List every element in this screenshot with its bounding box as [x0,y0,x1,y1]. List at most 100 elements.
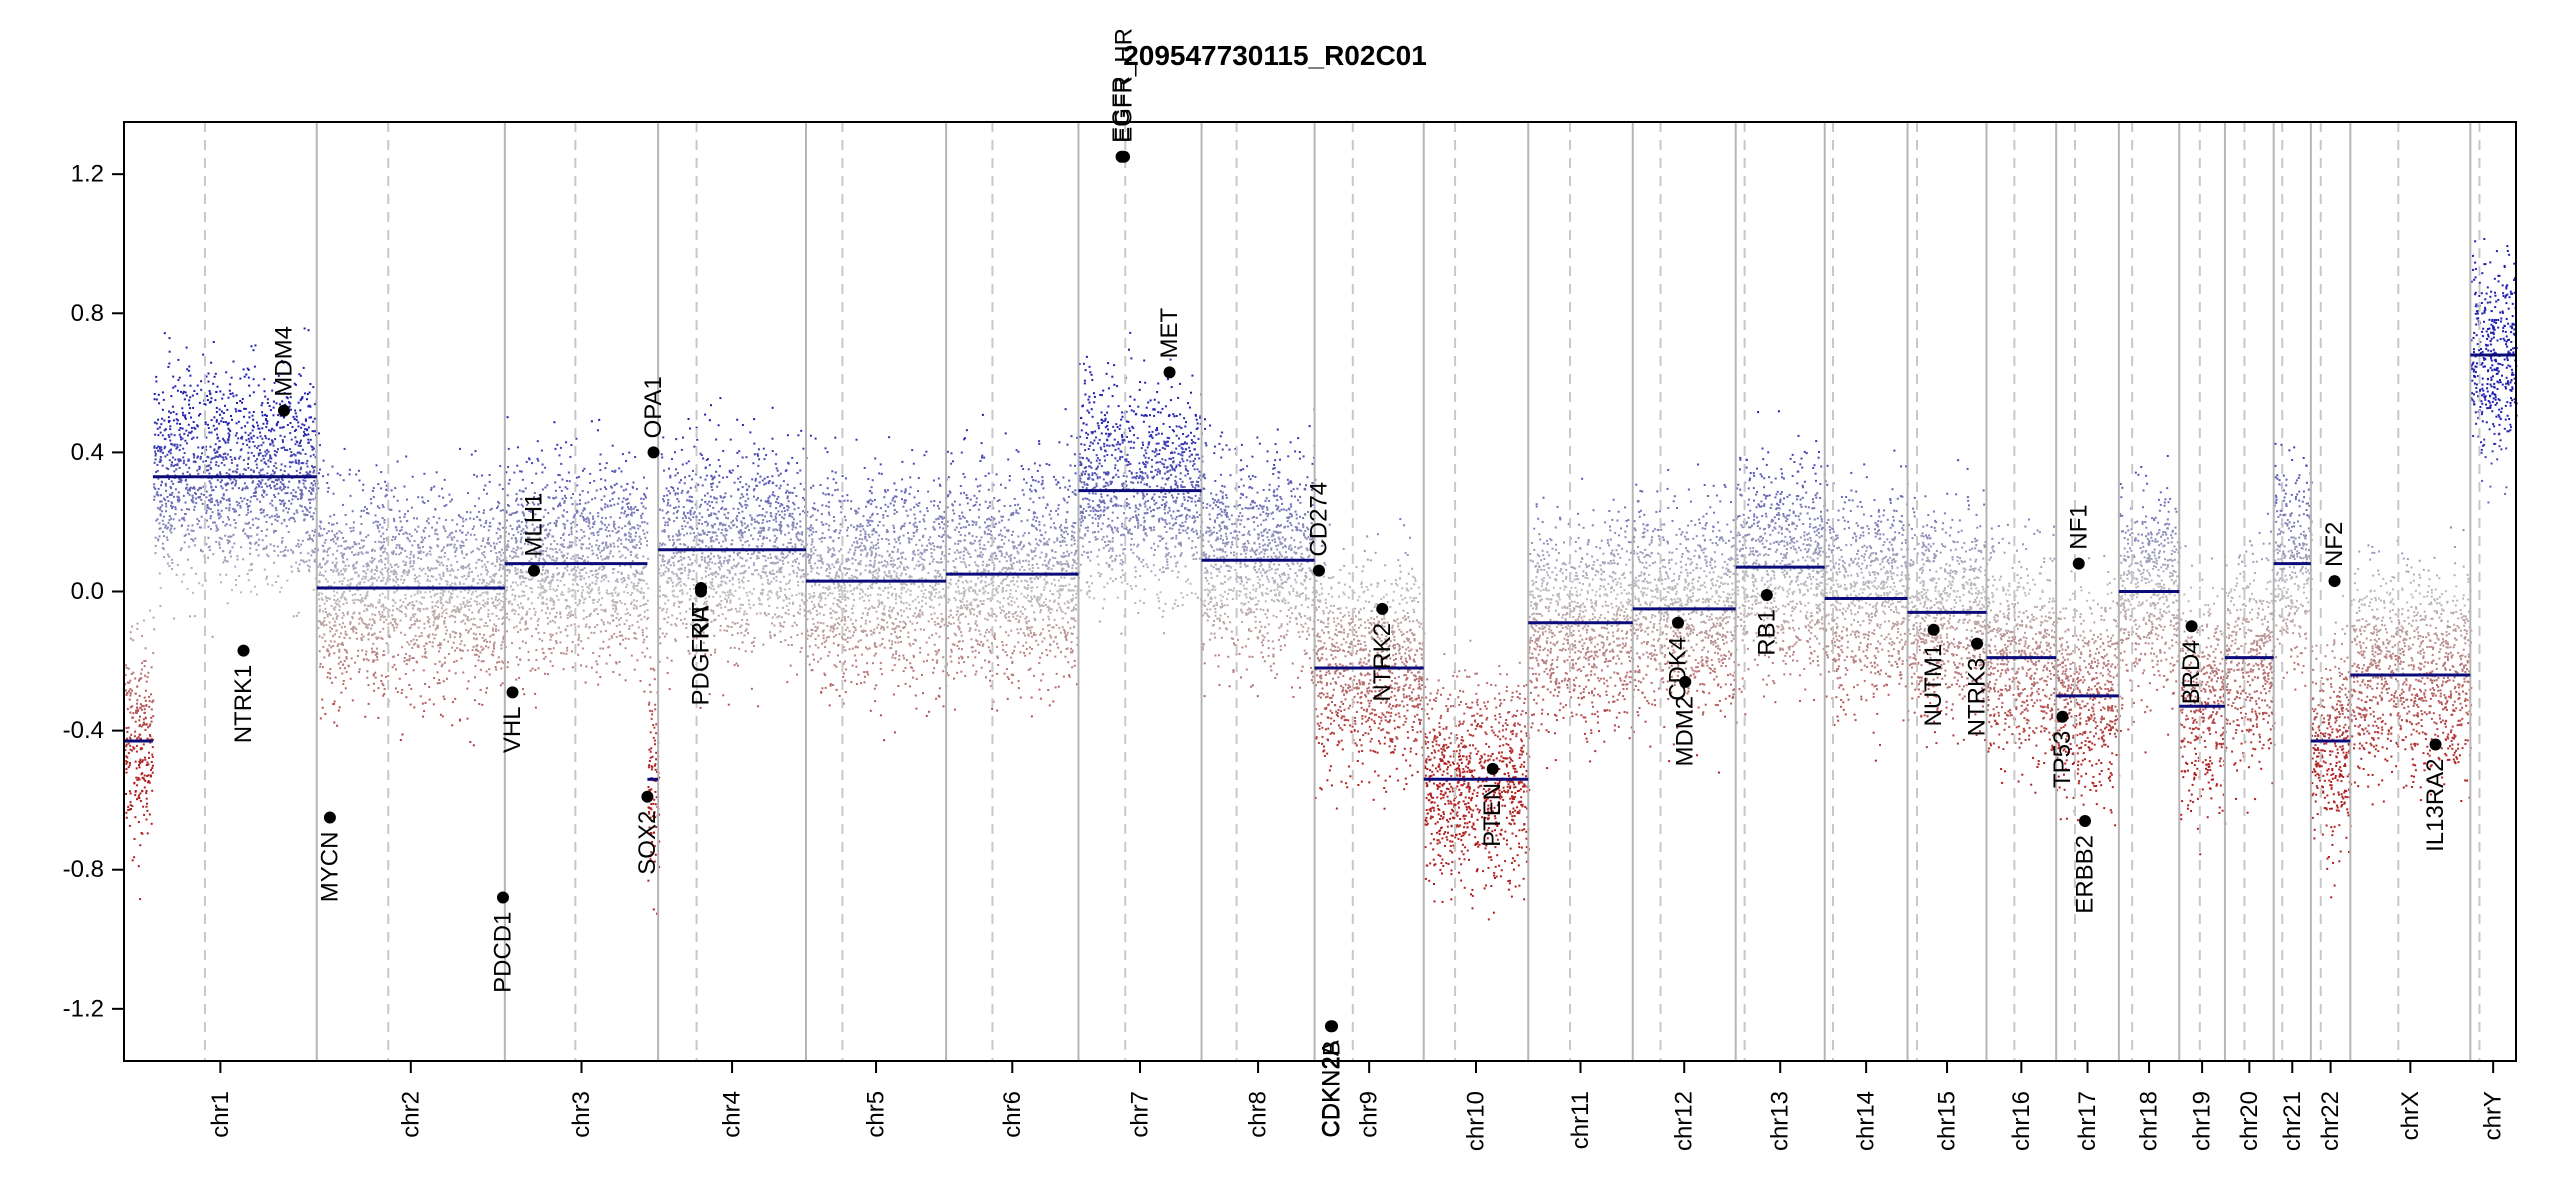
probe-point [483,509,485,512]
probe-point [142,619,145,622]
probe-point [329,677,332,680]
probe-point [396,460,399,463]
probe-point [173,434,176,437]
probe-point [239,400,242,402]
probe-point [366,594,369,597]
probe-point [591,553,594,556]
probe-point [232,395,235,398]
probe-point [339,596,342,599]
probe-point [298,480,301,483]
probe-point [308,565,311,568]
probe-point [412,554,415,557]
probe-point [235,510,238,513]
probe-point [209,445,212,448]
probe-point [354,571,357,574]
probe-point [614,586,617,589]
probe-point [498,660,501,663]
probe-point [295,509,298,512]
probe-point [380,471,383,474]
probe-point [252,391,255,394]
probe-point [557,626,560,629]
probe-point [525,570,528,573]
probe-point [150,708,153,711]
probe-point [181,427,184,430]
probe-point [306,459,309,462]
probe-point [301,396,304,399]
probe-point [205,543,208,546]
probe-point [140,708,143,711]
probe-point [231,392,234,395]
probe-point [516,464,519,467]
probe-point [347,546,350,549]
probe-point [378,540,381,543]
probe-point [199,413,202,415]
probe-point [625,608,628,611]
probe-point [151,755,154,758]
probe-point [536,440,539,443]
probe-point [151,701,154,704]
probe-point [655,758,658,761]
probe-point [304,418,307,421]
probe-point [234,434,237,437]
probe-point [248,411,251,414]
probe-point [616,502,619,505]
probe-point [229,550,232,552]
probe-point [611,592,614,595]
probe-point [256,527,259,530]
probe-point [642,595,645,598]
probe-point [138,797,141,800]
probe-point [502,526,504,529]
probe-point [177,500,180,503]
probe-point [402,571,405,573]
probe-point [644,507,647,510]
probe-point [613,632,616,635]
probe-point [310,491,312,494]
probe-point [378,530,381,533]
probe-point [554,481,557,484]
probe-point [796,538,799,541]
probe-point [323,528,326,530]
probe-point [757,597,760,600]
probe-point [182,456,185,459]
probe-point [566,565,569,568]
probe-point [266,449,269,452]
probe-point [541,550,544,553]
probe-point [530,543,533,546]
probe-point [383,654,386,656]
probe-point [377,576,380,579]
probe-point [518,526,521,528]
probe-point [269,455,272,458]
probe-point [300,426,303,429]
probe-point [761,521,764,524]
probe-point [354,553,357,556]
probe-point [282,440,284,443]
probe-point [322,558,325,560]
probe-point [480,573,483,576]
probe-point [472,645,475,648]
probe-point [495,615,498,617]
probe-point [293,418,296,420]
probe-point [573,568,576,571]
probe-point [149,775,152,778]
probe-point [615,601,618,604]
probe-point [269,484,271,487]
probe-point [580,664,583,667]
probe-point [588,615,591,618]
probe-point [413,517,416,520]
probe-point [397,608,400,611]
probe-point [453,609,456,612]
probe-point [382,551,385,554]
probe-point [570,624,573,627]
probe-point [325,561,328,564]
probe-point [256,421,258,424]
probe-point [438,678,441,681]
probe-point [762,519,765,521]
probe-point [530,557,533,560]
probe-point [323,656,326,659]
probe-point [633,511,636,514]
probe-point [573,566,576,569]
probe-point [345,633,348,636]
probe-point [193,390,196,392]
probe-point [483,551,486,553]
probe-point [640,497,643,500]
